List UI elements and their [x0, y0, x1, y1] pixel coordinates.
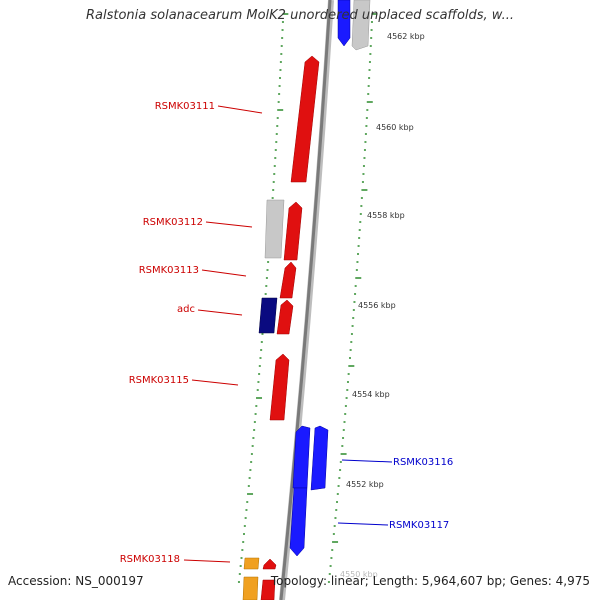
leader-rsmk03113	[201, 269, 247, 277]
label-rsmk03112[interactable]: RSMK03112	[143, 217, 203, 228]
scale-label-4556: 4556 kbp	[358, 301, 396, 310]
gene-rsmk03111[interactable]	[290, 55, 320, 183]
gene-rsmk03112[interactable]	[283, 201, 303, 261]
leader-rsmk03112	[205, 221, 253, 228]
backbone-line	[279, 0, 332, 600]
gene-grey-top[interactable]	[351, 0, 371, 51]
page-title: Ralstonia solanacearum MolK2 unordered u…	[85, 8, 514, 23]
topology-summary-text: Topology: linear; Length: 5,964,607 bp; …	[270, 574, 590, 588]
gene-orange-a[interactable]	[243, 557, 260, 570]
leader-rsmk03115	[191, 379, 239, 386]
gene-rsmk03115[interactable]	[269, 353, 290, 421]
scale-label-4558: 4558 kbp	[367, 211, 405, 220]
scale-label-4550: 4550 kbp	[340, 570, 378, 579]
gene-grey-rsmk03112[interactable]	[264, 199, 285, 259]
label-rsmk03115[interactable]: RSMK03115	[129, 375, 189, 386]
gene-rsmk03118-b[interactable]	[260, 579, 276, 600]
scale-label-4554: 4554 kbp	[352, 390, 390, 399]
leader-rsmk03118	[183, 559, 231, 563]
label-rsmk03117[interactable]: RSMK03117	[389, 520, 449, 531]
label-rsmk03118[interactable]: RSMK03118	[120, 554, 180, 565]
gene-rsmk03113[interactable]	[279, 261, 297, 299]
footer: Accession: NS_000197 Topology: linear; L…	[8, 574, 590, 590]
scale-label-4560: 4560 kbp	[376, 123, 414, 132]
gene-orange-b[interactable]	[242, 576, 259, 600]
gene-rsmk03116-a[interactable]	[292, 425, 311, 489]
leader-rsmk03117	[337, 522, 389, 526]
scale-labels: 4562 kbp 4560 kbp 4558 kbp 4556 kbp 4554…	[340, 32, 425, 579]
label-rsmk03116[interactable]: RSMK03116	[393, 457, 453, 468]
label-rsmk03113[interactable]: RSMK03113	[139, 265, 199, 276]
accession-text: Accession: NS_000197	[8, 574, 144, 588]
scale-label-4562: 4562 kbp	[387, 32, 425, 41]
reverse-strand-genes	[289, 0, 371, 557]
gene-adc[interactable]	[276, 299, 294, 335]
gene-dark-blue-adc[interactable]	[258, 297, 278, 334]
leader-rsmk03111	[217, 105, 263, 114]
gene-label-group: RSMK03111 RSMK03112 RSMK03113 adc RSMK03…	[120, 101, 454, 565]
label-adc[interactable]: adc	[177, 304, 195, 315]
leader-adc	[197, 309, 243, 316]
leader-rsmk03116	[341, 459, 393, 463]
label-rsmk03111[interactable]: RSMK03111	[155, 101, 215, 112]
backbone-group	[279, 0, 334, 600]
gene-rsmk03118-a[interactable]	[262, 558, 277, 570]
label-leaders	[183, 105, 393, 563]
gene-rsmk03117[interactable]	[289, 487, 308, 557]
gene-reverse-top[interactable]	[337, 0, 351, 47]
scale-label-4552: 4552 kbp	[346, 480, 384, 489]
gene-rsmk03116-b[interactable]	[310, 425, 329, 491]
tick-track-right	[327, 13, 378, 583]
forward-strand-genes	[242, 55, 320, 600]
